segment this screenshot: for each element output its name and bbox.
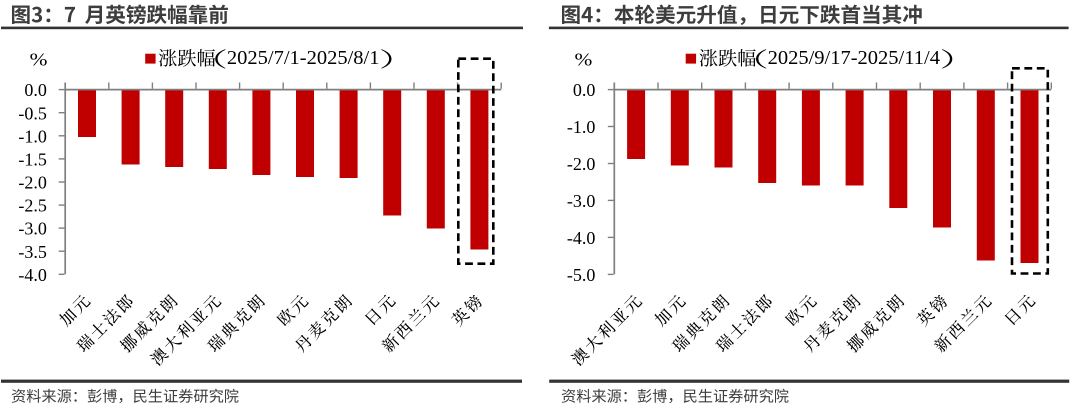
svg-text:-3.0: -3.0 xyxy=(567,191,596,211)
svg-text:%: % xyxy=(30,50,48,70)
svg-text:0.0: 0.0 xyxy=(573,80,596,100)
svg-text:2025/9/17-2025/11/4: 2025/9/17-2025/11/4 xyxy=(768,47,940,69)
svg-text:-1.5: -1.5 xyxy=(18,150,47,170)
svg-text:-1.0: -1.0 xyxy=(18,126,47,146)
svg-text:-0.5: -0.5 xyxy=(18,103,47,123)
svg-text:2025/7/1-2025/8/1: 2025/7/1-2025/8/1 xyxy=(227,47,380,69)
svg-text:-1.0: -1.0 xyxy=(567,117,596,137)
svg-text:0.0: 0.0 xyxy=(24,80,47,100)
svg-text:%: % xyxy=(575,50,593,70)
svg-text:-5.0: -5.0 xyxy=(567,265,596,285)
svg-text:-3.0: -3.0 xyxy=(18,219,47,239)
svg-text:-2.0: -2.0 xyxy=(567,154,596,174)
svg-text:-4.0: -4.0 xyxy=(18,265,47,285)
svg-text:-4.0: -4.0 xyxy=(567,228,596,248)
svg-text:-2.0: -2.0 xyxy=(18,173,47,193)
svg-text:-2.5: -2.5 xyxy=(18,196,47,216)
svg-text:-3.5: -3.5 xyxy=(18,242,47,262)
